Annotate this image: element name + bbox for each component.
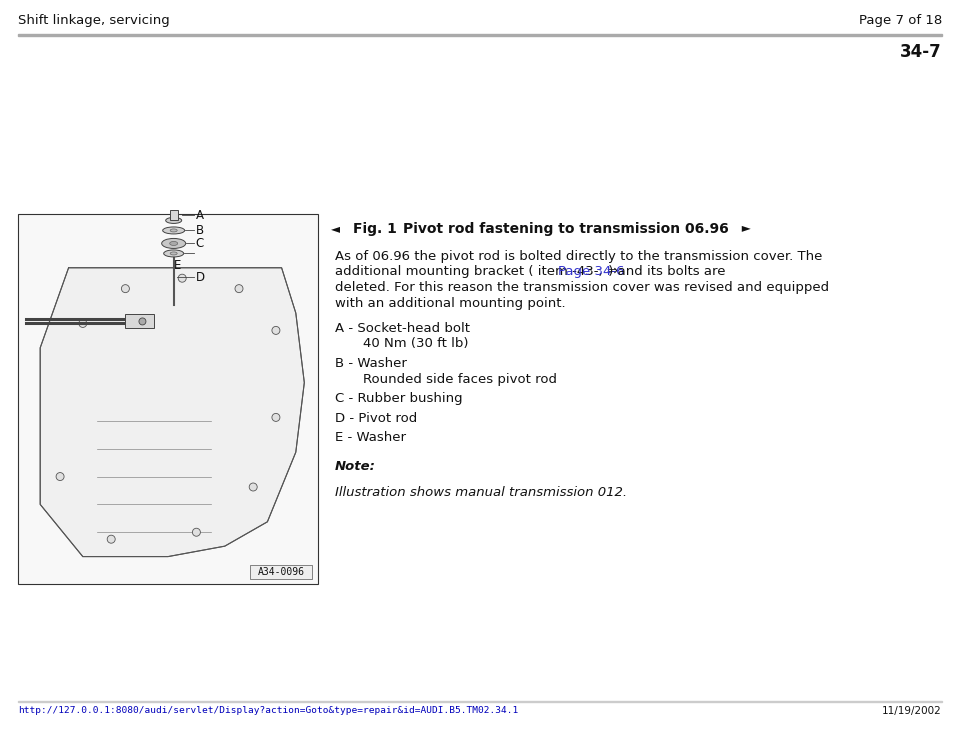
Circle shape xyxy=(272,326,280,335)
Text: Fig. 1: Fig. 1 xyxy=(353,222,396,236)
Circle shape xyxy=(56,473,64,481)
Text: Shift linkage, servicing: Shift linkage, servicing xyxy=(18,14,170,27)
Text: D: D xyxy=(196,271,204,284)
Bar xyxy=(18,214,318,584)
Bar xyxy=(126,315,154,329)
Ellipse shape xyxy=(170,241,178,246)
Ellipse shape xyxy=(170,252,178,255)
Circle shape xyxy=(272,413,280,421)
Ellipse shape xyxy=(162,227,184,234)
Text: ) and its bolts are: ) and its bolts are xyxy=(605,266,726,278)
Text: ◄: ◄ xyxy=(331,222,340,235)
Text: Page 34-6: Page 34-6 xyxy=(558,266,624,278)
Text: A: A xyxy=(196,209,204,222)
Circle shape xyxy=(250,483,257,491)
Circle shape xyxy=(235,285,243,292)
Text: Page 7 of 18: Page 7 of 18 xyxy=(859,14,942,27)
Text: ►: ► xyxy=(738,222,751,235)
Text: 34-7: 34-7 xyxy=(900,43,942,61)
Circle shape xyxy=(121,285,130,292)
Text: A - Socket-head bolt: A - Socket-head bolt xyxy=(335,322,470,335)
Ellipse shape xyxy=(161,238,185,249)
Text: B: B xyxy=(196,224,204,237)
Text: D - Pivot rod: D - Pivot rod xyxy=(335,412,418,424)
Circle shape xyxy=(108,535,115,543)
Ellipse shape xyxy=(166,217,181,223)
Text: with an additional mounting point.: with an additional mounting point. xyxy=(335,297,565,309)
Text: E: E xyxy=(174,259,181,272)
Text: additional mounting bracket ( item -43-, ⇒: additional mounting bracket ( item -43-,… xyxy=(335,266,622,278)
Bar xyxy=(18,701,942,702)
Circle shape xyxy=(79,320,86,327)
Text: http://127.0.0.1:8080/audi/servlet/Display?action=Goto&type=repair&id=AUDI.B5.TM: http://127.0.0.1:8080/audi/servlet/Displ… xyxy=(18,706,518,715)
Bar xyxy=(250,565,312,579)
Text: C: C xyxy=(196,237,204,250)
Text: 11/19/2002: 11/19/2002 xyxy=(882,706,942,716)
Text: Illustration shows manual transmission 012.: Illustration shows manual transmission 0… xyxy=(335,486,627,499)
Ellipse shape xyxy=(163,250,183,257)
Text: Pivot rod fastening to transmission 06.96: Pivot rod fastening to transmission 06.9… xyxy=(403,222,729,236)
Ellipse shape xyxy=(170,229,178,232)
Text: B - Washer: B - Washer xyxy=(335,357,407,370)
Text: 40 Nm (30 ft lb): 40 Nm (30 ft lb) xyxy=(363,338,468,350)
Polygon shape xyxy=(40,268,304,556)
Circle shape xyxy=(192,528,201,536)
Bar xyxy=(170,211,178,220)
Text: A34-0096: A34-0096 xyxy=(257,567,304,577)
Circle shape xyxy=(139,318,146,325)
Text: deleted. For this reason the transmission cover was revised and equipped: deleted. For this reason the transmissio… xyxy=(335,281,829,294)
Text: Rounded side faces pivot rod: Rounded side faces pivot rod xyxy=(363,372,557,386)
Text: Note:: Note: xyxy=(335,461,376,473)
Circle shape xyxy=(179,275,186,282)
Bar xyxy=(18,34,942,36)
Text: As of 06.96 the pivot rod is bolted directly to the transmission cover. The: As of 06.96 the pivot rod is bolted dire… xyxy=(335,250,823,263)
Text: C - Rubber bushing: C - Rubber bushing xyxy=(335,392,463,405)
Text: E - Washer: E - Washer xyxy=(335,431,406,444)
